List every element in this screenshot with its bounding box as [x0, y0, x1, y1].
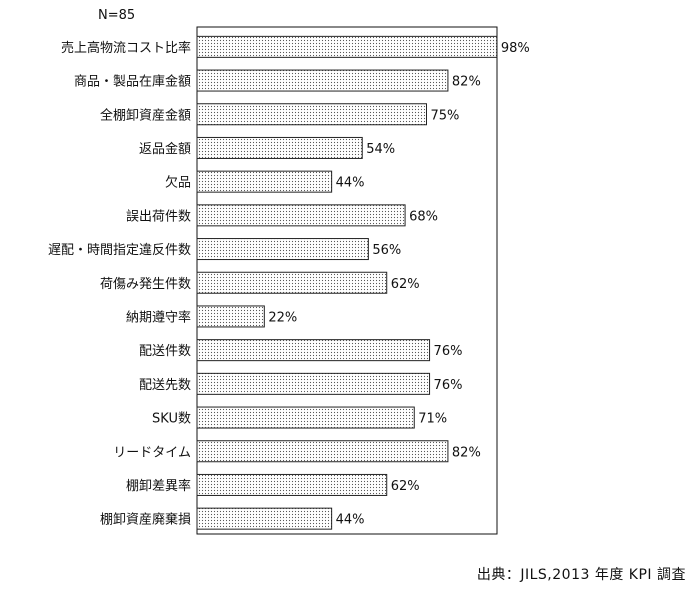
category-label: リードタイム: [113, 445, 191, 460]
value-label: 82%: [452, 75, 481, 90]
value-label: 68%: [409, 209, 438, 224]
bar: [196, 136, 363, 159]
category-label: 返品金額: [139, 141, 191, 157]
bar: [196, 69, 449, 92]
bar: [196, 35, 498, 58]
bar: [196, 372, 431, 395]
category-label: 遅配・時間指定違反件数: [48, 243, 191, 258]
value-label: 98%: [501, 41, 530, 56]
category-label: 誤出荷件数: [126, 208, 191, 224]
value-label: 76%: [434, 344, 463, 359]
value-label: 76%: [434, 378, 463, 393]
bar: [196, 440, 449, 463]
value-label: 62%: [391, 277, 420, 292]
category-label: 売上高物流コスト比率: [61, 40, 191, 56]
category-label: 欠品: [165, 175, 191, 191]
value-label: 71%: [418, 412, 447, 427]
category-label: 棚卸差異率: [126, 478, 191, 494]
category-label: 棚卸資産廃棄損: [100, 512, 191, 528]
category-label: 商品・製品在庫金額: [74, 74, 191, 90]
value-label: 75%: [431, 108, 460, 123]
bar: [196, 305, 265, 328]
bar: [196, 339, 431, 362]
category-label: 配送件数: [139, 344, 191, 359]
category-label: SKU数: [152, 412, 191, 427]
bar: [196, 406, 415, 429]
value-label: 44%: [336, 513, 365, 528]
bar: [196, 170, 333, 193]
category-label: 全棚卸資産金額: [100, 107, 191, 123]
value-label: 82%: [452, 445, 481, 460]
value-label: 62%: [391, 479, 420, 494]
value-label: 54%: [366, 142, 395, 157]
bar: [196, 271, 388, 294]
bar: [196, 204, 406, 227]
bar: [196, 103, 427, 126]
value-label: 44%: [336, 176, 365, 191]
category-label: 配送先数: [139, 378, 191, 393]
category-label: 荷傷み発生件数: [100, 277, 191, 292]
sample-size-label: N=85: [98, 8, 136, 23]
value-label: 22%: [268, 310, 297, 325]
value-label: 56%: [372, 243, 401, 258]
source-note: 出典：JILS,2013 年度 KPI 調査: [476, 567, 686, 583]
bar: [196, 473, 388, 496]
bar: [196, 507, 333, 530]
category-label: 納期遵守率: [126, 309, 191, 325]
bar: [196, 238, 369, 261]
